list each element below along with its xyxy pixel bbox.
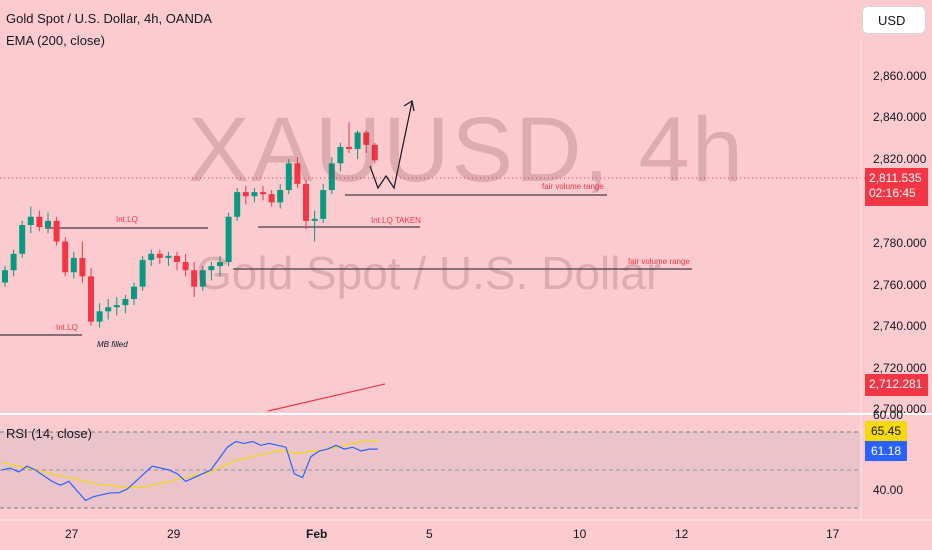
candle-up[interactable]	[354, 132, 361, 149]
candle-down[interactable]	[53, 220, 60, 242]
candle-up[interactable]	[337, 146, 344, 164]
candle-up[interactable]	[148, 253, 155, 260]
candle-up[interactable]	[105, 307, 112, 312]
candle-up[interactable]	[10, 253, 17, 271]
projection-path[interactable]	[369, 101, 413, 190]
price-tick: 2,860.000	[873, 69, 927, 83]
candle-up[interactable]	[165, 255, 172, 258]
chart-header: Gold Spot / U.S. Dollar, 4h, OANDA EMA (…	[6, 8, 212, 52]
candle-down[interactable]	[346, 146, 352, 149]
rsi-legend[interactable]: RSI (14, close)	[6, 426, 92, 441]
candle-down[interactable]	[260, 192, 266, 195]
price-tick: 2,740.000	[873, 319, 927, 333]
price-tick: 2,720.000	[873, 361, 927, 375]
rsi-lines	[1, 440, 378, 502]
rsi-tick: 40.00	[873, 483, 903, 497]
candle-up[interactable]	[45, 220, 51, 228]
candle-up[interactable]	[70, 257, 77, 273]
candle-down[interactable]	[303, 183, 309, 221]
price-tick: 2,820.000	[873, 152, 927, 166]
candle-up[interactable]	[225, 216, 232, 262]
candle-up[interactable]	[251, 192, 258, 197]
time-label: 27	[65, 527, 79, 541]
price-tick: 2,760.000	[873, 278, 927, 292]
candle-down[interactable]	[294, 163, 301, 184]
candle-up[interactable]	[122, 299, 129, 306]
time-label: 10	[573, 527, 587, 541]
label-fair-volume-range-2: fair volume range	[628, 257, 690, 266]
candle-up[interactable]	[285, 163, 292, 191]
candle-down[interactable]	[363, 132, 370, 145]
rsi-ma-line	[1, 440, 378, 488]
candle-down[interactable]	[88, 276, 94, 322]
candle-up[interactable]	[217, 262, 223, 267]
candle-down[interactable]	[62, 241, 69, 273]
label-int-lq-left: Int.LQ	[56, 323, 78, 332]
candle-up[interactable]	[320, 190, 327, 219]
projection-arrowhead-icon	[403, 100, 415, 112]
time-label: 29	[167, 527, 181, 541]
candle-up[interactable]	[208, 266, 215, 271]
candle-down[interactable]	[174, 255, 180, 262]
rsi-tick: 60.00	[873, 408, 903, 422]
candle-up[interactable]	[131, 286, 137, 299]
time-label: 12	[675, 527, 689, 541]
ema-price-badge: 2,712.281	[865, 374, 928, 396]
candle-down[interactable]	[191, 270, 198, 287]
candle-down[interactable]	[182, 262, 189, 271]
rsi-value-badge: 61.18	[865, 441, 907, 461]
candle-down[interactable]	[79, 257, 86, 277]
candle-up[interactable]	[27, 216, 34, 225]
candle-down[interactable]	[242, 192, 249, 197]
rsi-line	[1, 440, 378, 502]
price-tick: 2,840.000	[873, 110, 927, 124]
candles	[2, 122, 378, 328]
rsi-ma-badge: 65.45	[865, 421, 907, 441]
time-label: 5	[426, 527, 433, 541]
bar-countdown: 02:16:45	[869, 186, 916, 200]
last-price-badge: 2,811.535 02:16:45	[865, 168, 928, 206]
candle-down[interactable]	[371, 144, 378, 161]
candle-up[interactable]	[199, 270, 206, 287]
label-fair-volume-range-1: fair volume range	[542, 182, 604, 191]
label-int-lq-top: Int.LQ	[116, 215, 138, 224]
price-tick: 2,700.000	[873, 402, 927, 416]
time-label: Feb	[306, 527, 327, 541]
candle-up[interactable]	[328, 163, 335, 191]
indicator-legend[interactable]: EMA (200, close)	[6, 33, 105, 48]
candle-up[interactable]	[113, 305, 120, 308]
candle-down[interactable]	[36, 216, 43, 228]
last-price-value: 2,811.535	[869, 171, 922, 185]
candle-up[interactable]	[96, 311, 103, 322]
candle-up[interactable]	[139, 259, 146, 287]
price-tick: 2,780.000	[873, 236, 927, 250]
candle-up[interactable]	[311, 218, 318, 221]
candle-up[interactable]	[19, 225, 26, 254]
candle-up[interactable]	[277, 190, 284, 203]
label-mb-filled: MB filled	[97, 340, 128, 349]
ema200-line	[267, 383, 386, 412]
candle-up[interactable]	[2, 270, 8, 283]
time-label: 17	[826, 527, 840, 541]
candle-down[interactable]	[268, 194, 275, 203]
symbol-title[interactable]: Gold Spot / U.S. Dollar, 4h, OANDA	[6, 11, 212, 26]
candle-up[interactable]	[234, 192, 241, 217]
currency-button[interactable]: USD	[862, 6, 926, 34]
label-int-lq-taken: Int.LQ TAKEN	[371, 216, 421, 225]
candle-down[interactable]	[156, 253, 163, 258]
